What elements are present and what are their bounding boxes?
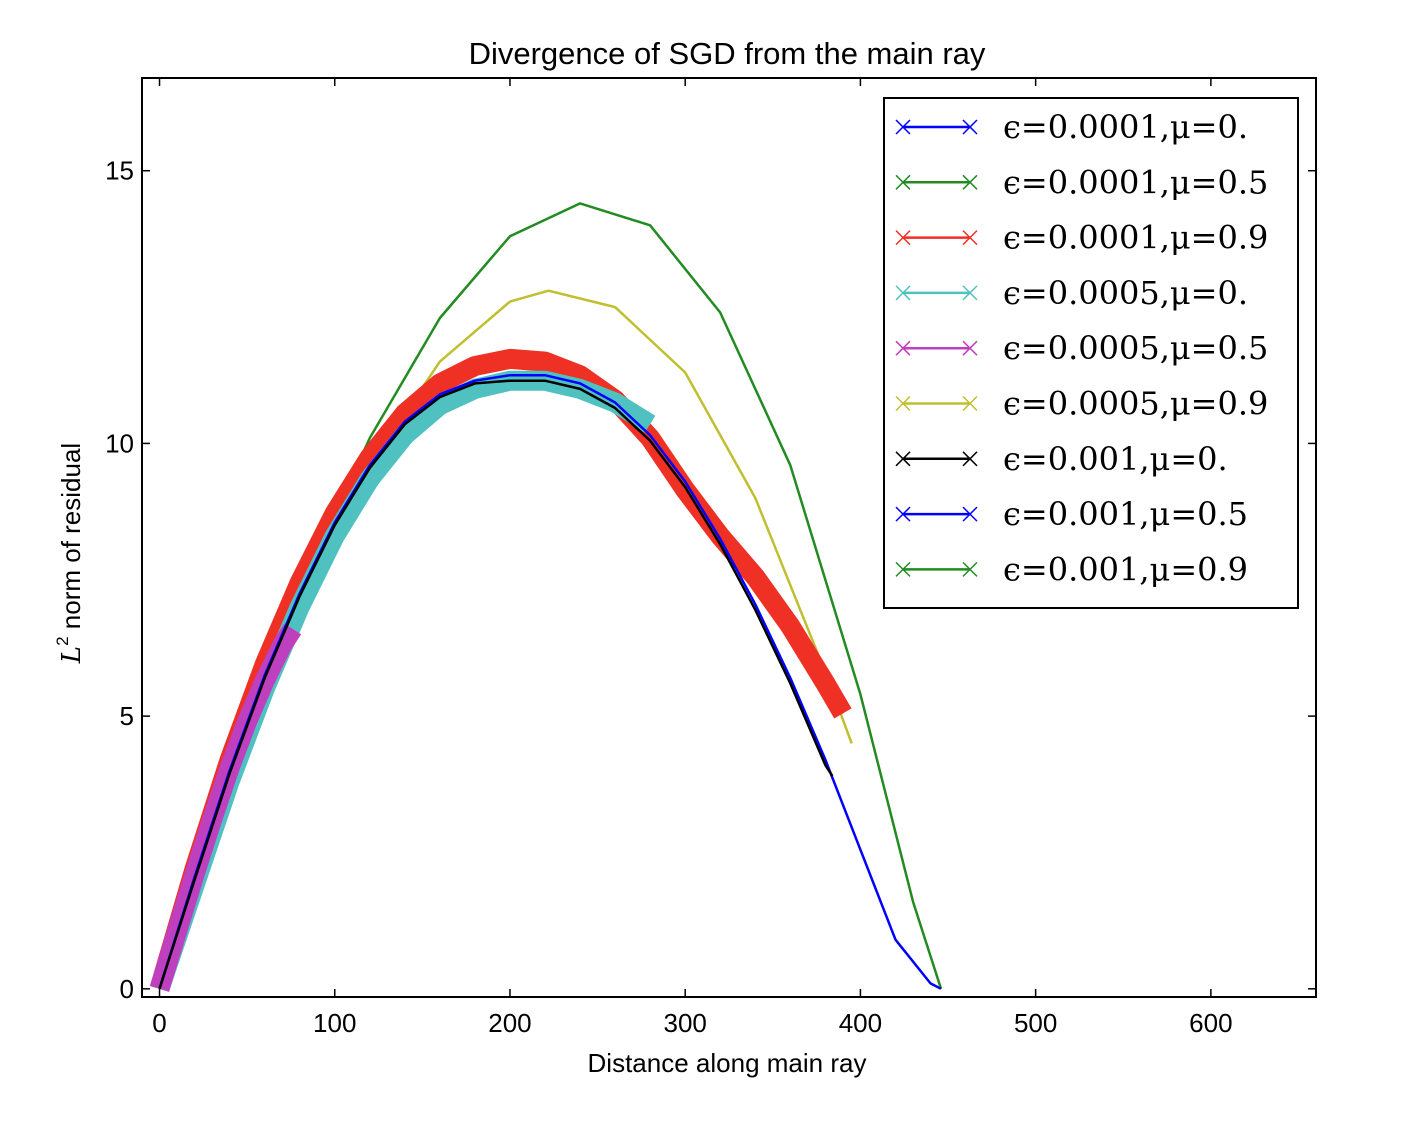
legend-label: ϵ=0.0005,μ=0.5: [1003, 329, 1268, 367]
legend-swatch-marker: [962, 340, 978, 356]
legend-swatch-marker: [962, 506, 978, 522]
legend: ϵ=0.0001,μ=0. ϵ=0.0001,μ=0.5 ϵ=0.0001,μ=0.…: [883, 97, 1299, 609]
y-tick-label: 0: [120, 974, 134, 1004]
legend-swatch-marker: [962, 174, 978, 190]
x-tick-label: 300: [663, 1008, 706, 1038]
legend-label: ϵ=0.001,μ=0.9: [1003, 550, 1248, 588]
legend-label: ϵ=0.0005,μ=0.9: [1003, 385, 1268, 423]
plot-frame: [141, 77, 1317, 998]
legend-swatch-marker: [962, 230, 978, 246]
y-tick-label: 10: [105, 428, 134, 458]
y-axis-ticks: 0 5 10 15: [105, 156, 1316, 1004]
legend-swatch-marker: [962, 119, 978, 135]
legend-swatch-marker: [895, 119, 911, 135]
x-tick-label: 600: [1189, 1008, 1232, 1038]
series-6-line: [158, 379, 834, 990]
x-tick-label: 100: [313, 1008, 356, 1038]
legend-label: ϵ=0.0001,μ=0.5: [1003, 163, 1268, 201]
legend-label: ϵ=0.0001,μ=0.: [1003, 108, 1248, 146]
legend-swatch-marker: [962, 395, 978, 412]
legend-swatch-marker: [962, 561, 978, 577]
y-axis-label-superscript: 2: [53, 636, 72, 645]
series-layer: [149, 202, 943, 993]
y-axis-label: L2 norm of residual: [53, 443, 87, 664]
legend-swatch-marker: [895, 506, 911, 522]
y-axis-label-words: norm of residual: [56, 443, 86, 629]
legend-swatch-marker: [895, 451, 911, 467]
legend-label: ϵ=0.001,μ=0.5: [1003, 495, 1248, 533]
legend-label: ϵ=0.001,μ=0.: [1003, 440, 1228, 478]
y-axis-label-text: L2 norm of residual: [53, 443, 87, 664]
legend-swatch-marker: [895, 174, 911, 190]
legend-swatch-marker: [962, 285, 978, 301]
x-tick-label: 500: [1014, 1008, 1057, 1038]
chart-title: Divergence of SGD from the main ray: [469, 36, 986, 71]
legend-swatch-marker: [895, 561, 911, 577]
legend-swatch-marker: [895, 395, 911, 412]
legend-label: ϵ=0.0001,μ=0.9: [1003, 219, 1268, 257]
legend-swatch-marker: [895, 340, 911, 356]
y-axis-label-gap: [56, 629, 86, 636]
x-tick-label: 200: [488, 1008, 531, 1038]
y-tick-label: 15: [105, 156, 134, 186]
x-tick-label: 400: [839, 1008, 882, 1038]
y-axis-label-symbol: L: [57, 646, 87, 664]
legend-swatch-marker: [895, 230, 911, 246]
legend-label: ϵ=0.0005,μ=0.: [1003, 274, 1248, 312]
legend-swatch-marker: [895, 285, 911, 301]
x-tick-label: 0: [152, 1008, 166, 1038]
x-axis-ticks: 0 100 200 300 400 500 600: [152, 78, 1233, 1038]
legend-swatch-marker: [962, 451, 978, 467]
y-tick-label: 5: [120, 701, 134, 731]
x-axis-label: Distance along main ray: [588, 1048, 867, 1078]
